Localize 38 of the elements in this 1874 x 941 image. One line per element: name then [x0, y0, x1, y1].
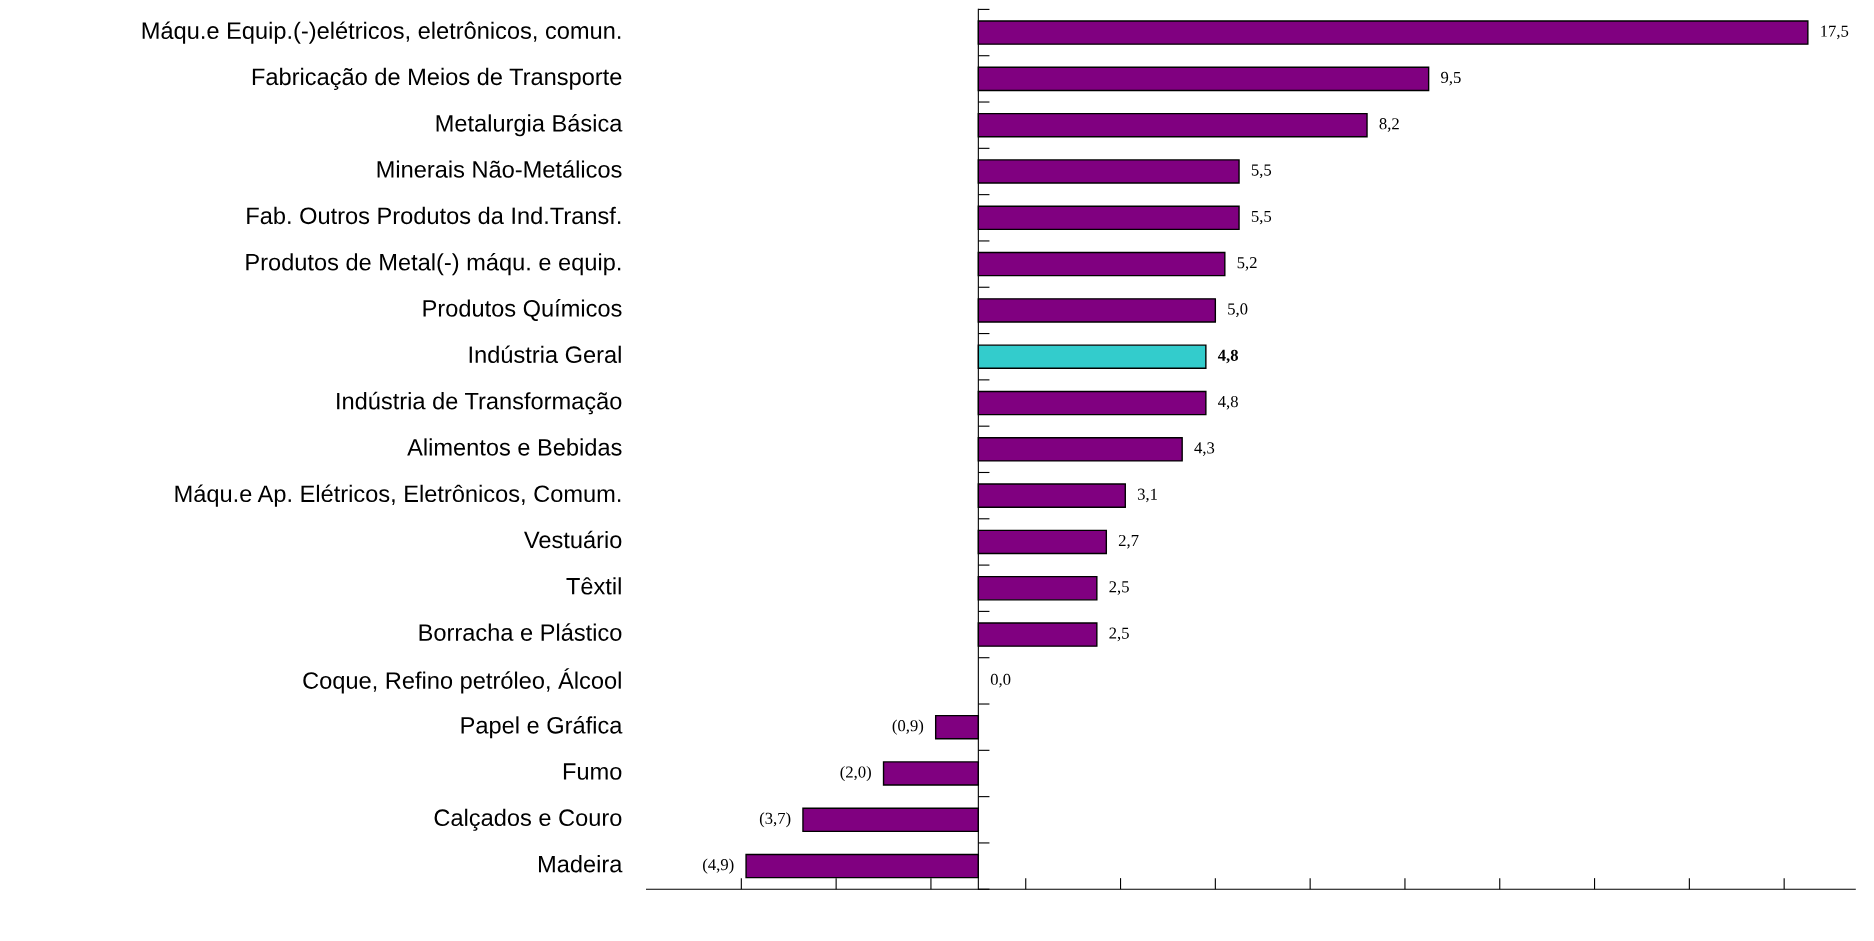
data-label: 3,1 [1137, 488, 1157, 503]
data-label: 5,0 [1228, 303, 1248, 317]
y-tick-label: Indústria de Transformação [337, 391, 622, 415]
data-label: 9,5 [1441, 71, 1461, 86]
y-tick-label: Vestuário [524, 530, 622, 549]
data-label: 4,8 [1217, 349, 1238, 364]
y-tick-label: Fab. Outros Produtos da Ind.Transf. [247, 206, 621, 225]
y-tick-label: Máqu.e Ap. Elétricos, Eletrônicos, Comum. [175, 484, 621, 507]
data-label: 2,5 [1109, 627, 1129, 642]
data-label: 4,3 [1194, 442, 1215, 456]
data-label: (0,9) [892, 719, 924, 735]
y-tick-label: Indústria Geral [469, 345, 621, 364]
y-tick-label: Metalurgia Básica [436, 114, 623, 137]
data-label: 5,5 [1251, 210, 1272, 225]
y-tick-label: Têxtil [566, 577, 621, 595]
data-label: (2,0) [840, 765, 871, 782]
data-label: (4,9) [703, 858, 734, 874]
data-label: 17,5 [1821, 25, 1849, 40]
data-label: 2,7 [1118, 534, 1139, 549]
y-tick-label: Coque, Refino petróleo, Álcool [303, 668, 621, 694]
y-tick-label: Calçados e Couro [434, 808, 622, 831]
data-label: 5,2 [1237, 257, 1257, 271]
y-tick-label: Papel e Gráfica [461, 716, 623, 739]
y-tick-label: Produtos de Metal(-) máqu. e equip. [246, 252, 621, 276]
y-tick-label: Produtos Químicos [423, 299, 622, 321]
y-tick-label: Minerais Não-Metálicos [377, 160, 622, 178]
y-tick-label: Fumo [563, 763, 622, 780]
data-label: 4,8 [1218, 395, 1238, 410]
y-tick-label: Madeira [539, 855, 623, 873]
data-label: 8,2 [1379, 118, 1399, 132]
y-tick-label: Máqu.e Equip.(-)elétricos, eletrônicos, comun. [142, 21, 621, 44]
data-label: 5,5 [1251, 164, 1272, 179]
y-tick-label: Fabricação de Meios de Transporte [252, 67, 622, 90]
data-label: 0,0 [990, 673, 1011, 688]
y-tick-label: Borracha e Plástico [419, 623, 622, 641]
data-label: (3,7) [759, 812, 791, 828]
data-label: 2,5 [1109, 581, 1129, 595]
y-tick-label: Alimentos e Bebidas [407, 438, 622, 456]
